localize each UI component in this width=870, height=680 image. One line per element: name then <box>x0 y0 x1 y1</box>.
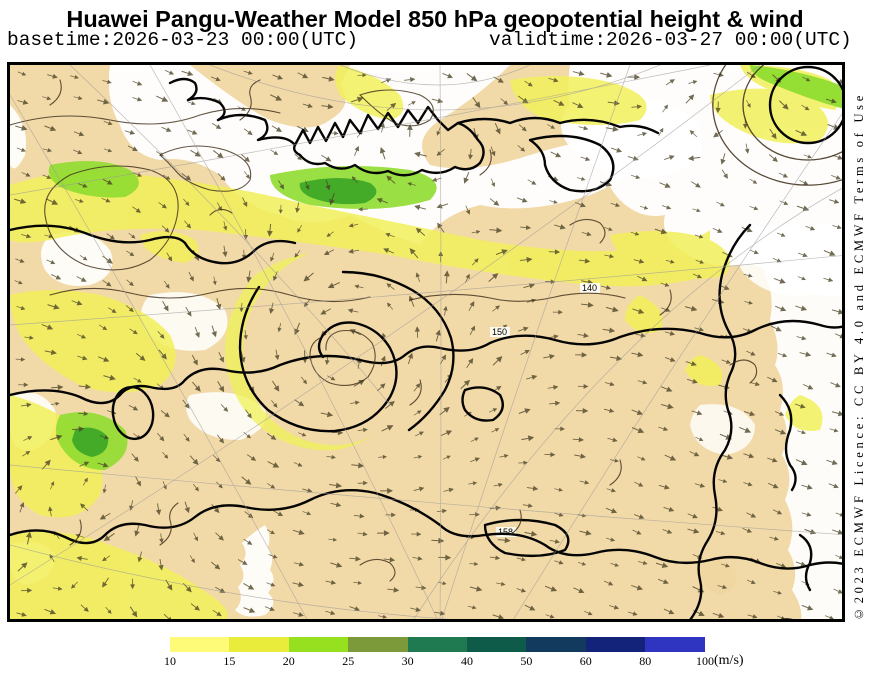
svg-text:150: 150 <box>492 327 507 337</box>
svg-text:140: 140 <box>582 283 597 293</box>
svg-text:158: 158 <box>498 527 513 537</box>
